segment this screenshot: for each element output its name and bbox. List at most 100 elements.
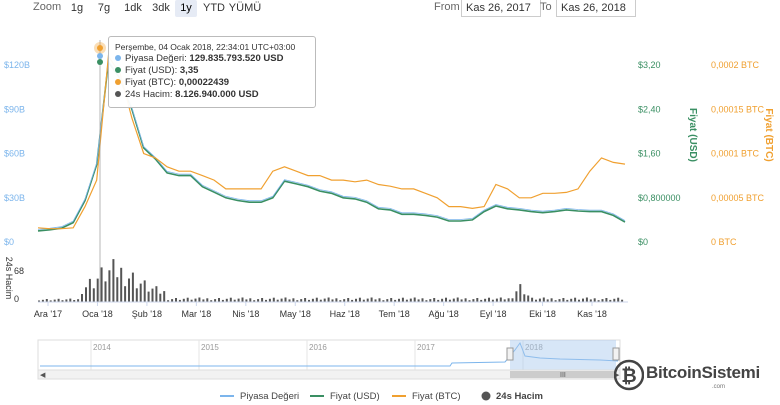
zoom-3m-button[interactable]: 3dk: [152, 2, 170, 14]
navigator-series: [40, 341, 619, 367]
volume-bar: [413, 297, 416, 302]
legend-item-label[interactable]: Piyasa Değeri: [240, 391, 299, 402]
volume-bar: [378, 298, 381, 302]
legend-item-label[interactable]: Fiyat (USD): [330, 391, 380, 402]
y-btc-tick-label: 0,0001 BTC: [711, 149, 760, 159]
zoom-7d-button[interactable]: 7g: [97, 2, 111, 14]
zoom-1d-button[interactable]: 1g: [70, 2, 84, 14]
volume-axis: 0 68: [14, 266, 24, 304]
tooltip-row-mcap: Piyasa Değeri: 129.835.793.520 USD: [115, 53, 309, 65]
volume-bar: [507, 298, 510, 302]
volume-bar: [347, 298, 350, 302]
y-usd-tick-label: $0,800000: [638, 193, 681, 203]
scrollbar-track[interactable]: [37, 369, 621, 380]
scroll-right-arrow-icon[interactable]: ▶: [614, 372, 620, 379]
volume-bar: [202, 299, 205, 302]
volume-bar: [96, 278, 99, 302]
tooltip-dot-btc: [115, 79, 121, 85]
navigator-selection[interactable]: [510, 340, 616, 370]
y-axis-usd: $0 $0,800000 $1,60 $2,40 $3,20: [638, 60, 681, 247]
volume-bar: [398, 298, 400, 302]
from-date-input[interactable]: Kas 26, 2017: [461, 0, 541, 17]
volume-bar: [319, 299, 322, 302]
volume-bar: [327, 297, 330, 302]
range-toolbar: Zoom 1g 7g 1dk 3dk 1y YTD YÜMÜ From Kas …: [0, 0, 780, 20]
volume-bar: [265, 299, 267, 302]
to-date-input[interactable]: Kas 26, 2018: [556, 0, 636, 17]
volume-bar: [570, 298, 573, 302]
volume-bar: [511, 298, 514, 302]
volume-bar: [175, 298, 177, 302]
volume-bar: [578, 299, 580, 302]
volume-bar: [488, 297, 490, 302]
volume-bar: [550, 298, 553, 302]
volume-bar: [120, 267, 123, 302]
legend-symbol-volume[interactable]: [481, 391, 491, 401]
volume-bar: [135, 288, 138, 302]
volume-bar: [280, 298, 283, 302]
volume-bar: [523, 294, 526, 302]
legend-item-label[interactable]: Fiyat (BTC): [412, 391, 461, 402]
navigator-year-label: 2015: [201, 343, 219, 352]
volume-bar: [339, 300, 342, 302]
volume-bar: [300, 299, 303, 302]
volume-bar: [124, 286, 127, 302]
volume-bar: [405, 299, 408, 302]
volume-bar: [503, 299, 506, 302]
zoom-ytd-button[interactable]: YTD: [203, 2, 225, 14]
volume-bar: [476, 298, 479, 302]
volume-bar: [41, 299, 44, 302]
volume-bar: [527, 295, 530, 302]
volume-bar: [288, 299, 291, 302]
scrollbar-thumb[interactable]: [510, 371, 616, 378]
volume-bar: [257, 299, 260, 302]
y-btc-tick-label: 0,00005 BTC: [711, 193, 765, 203]
volume-bar: [182, 298, 185, 302]
volume-bar: [445, 297, 447, 302]
volume-bar: [355, 298, 357, 302]
volume-bar: [441, 298, 444, 302]
volume-bar: [104, 281, 107, 302]
volume-bar: [57, 298, 60, 302]
zoom-1y-button[interactable]: 1y: [175, 0, 197, 17]
tooltip-row-usd: Fiyat (USD): 3,35: [115, 65, 309, 77]
volume-bar: [417, 299, 420, 302]
x-tick-label: Haz '18: [330, 309, 360, 319]
volume-bar: [69, 298, 72, 302]
volume-bar: [582, 298, 584, 302]
y-usd-tick-label: $2,40: [638, 104, 661, 114]
volume-bar: [147, 291, 150, 302]
navigator-handle-right[interactable]: [612, 347, 620, 361]
from-label: From: [434, 1, 460, 13]
volume-bar: [81, 294, 83, 302]
volume-bar: [249, 298, 252, 302]
volume-bar: [597, 300, 600, 302]
legend-item-label[interactable]: 24s Hacim: [496, 391, 543, 402]
volume-bar: [429, 299, 432, 302]
volume-bar: [335, 298, 338, 302]
hover-point-usd: [97, 59, 103, 65]
tooltip-value-mcap: 129.835.793.520 USD: [189, 53, 284, 64]
scroll-left-arrow-icon[interactable]: ◀: [40, 372, 46, 379]
volume-bar: [65, 299, 68, 302]
volume-bar: [566, 299, 569, 302]
volume-bar: [190, 299, 193, 302]
volume-bar: [468, 300, 471, 302]
volume-bar: [194, 298, 197, 302]
volume-bar: [362, 299, 365, 302]
volume-bar: [284, 297, 287, 302]
volume-bar: [495, 298, 498, 302]
navigator-handle-left[interactable]: [506, 347, 514, 361]
volume-bar: [229, 297, 232, 302]
volume-bar: [382, 300, 385, 302]
zoom-1m-button[interactable]: 1dk: [124, 2, 142, 14]
zoom-all-button[interactable]: YÜMÜ: [228, 2, 262, 14]
volume-bar: [49, 300, 52, 302]
tooltip-date: Perşembe, 04 Ocak 2018, 22:34:01 UTC+03:…: [115, 42, 296, 52]
volume-bar: [448, 299, 451, 302]
y-left-tick-label: $30B: [4, 193, 25, 203]
volume-bar: [401, 297, 404, 302]
volume-bar: [61, 300, 64, 302]
brand-suffix: .com: [712, 384, 726, 390]
y-axis-usd-title: Fiyat (USD): [687, 108, 698, 162]
